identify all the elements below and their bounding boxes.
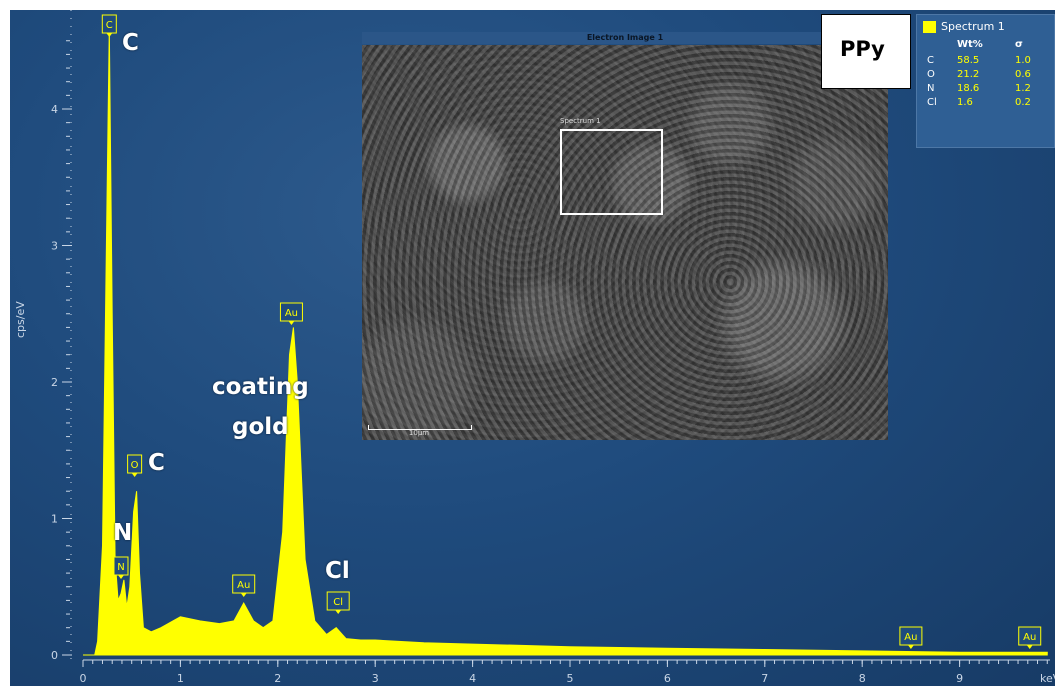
roi-label: Spectrum 1: [560, 117, 601, 125]
x-tick-label: 2: [274, 672, 281, 685]
legend-row-wt: 1.6: [957, 97, 973, 108]
peak-label-text: Au: [1023, 632, 1036, 643]
sem-texture: [362, 45, 888, 440]
legend-header-sigma: σ: [1015, 39, 1023, 50]
legend-row-element: O: [927, 69, 935, 80]
spectrum-region-box: [560, 129, 663, 215]
x-tick-label: 9: [956, 672, 963, 685]
y-tick-label: 1: [51, 513, 58, 526]
legend-row-element: N: [927, 83, 935, 94]
electron-image-inset: Electron Image 1 Spectrum 1 10μm: [362, 32, 888, 440]
peak-label-pointer: [907, 645, 914, 649]
peak-label-text: Au: [237, 580, 250, 591]
x-tick-label: 3: [372, 672, 379, 685]
x-tick-label: 5: [567, 672, 574, 685]
peak-label-text: Au: [285, 308, 298, 319]
peak-label-text: Cl: [333, 597, 343, 608]
y-tick-label: 3: [51, 240, 58, 253]
legend-series-name: Spectrum 1: [941, 20, 1005, 33]
legend-row-sigma: 0.2: [1015, 97, 1031, 108]
legend-row-sigma: 0.6: [1015, 69, 1031, 80]
peak-label-pointer: [288, 321, 295, 325]
legend-swatch: [923, 21, 936, 33]
y-axis-label: cps/eV: [14, 301, 27, 338]
annotation-coating-line1: coating: [212, 374, 309, 400]
legend-row-wt: 58.5: [957, 55, 980, 66]
sample-label: PPy: [840, 37, 885, 61]
legend-row-sigma: 1.2: [1015, 83, 1031, 94]
sample-label-box: PPy: [821, 14, 911, 89]
scale-bar: [368, 425, 472, 430]
annotation-coating-line2: gold: [232, 414, 289, 440]
x-tick-label: 7: [761, 672, 768, 685]
peak-label-text: C: [106, 20, 113, 31]
peak-label-text: N: [117, 562, 124, 573]
y-tick-label: 0: [51, 649, 58, 662]
annotation-chlorine: Cl: [325, 558, 350, 584]
annotation-carbon-secondary: C: [148, 450, 165, 476]
y-tick-label: 2: [51, 376, 58, 389]
peak-label-pointer: [117, 575, 124, 579]
scale-bar-label: 10μm: [408, 429, 430, 437]
annotation-carbon-main: C: [122, 30, 139, 56]
x-axis-label: keV: [1040, 672, 1055, 685]
peak-label-pointer: [106, 33, 113, 37]
peak-label-pointer: [240, 593, 247, 597]
x-tick-label: 4: [469, 672, 476, 685]
legend-row-element: C: [927, 55, 934, 66]
legend: Spectrum 1 Wt% σ C 58.5 1.0 O 21.2 0.6 N…: [916, 14, 1055, 148]
electron-image-title: Electron Image 1: [362, 32, 888, 44]
peak-label-pointer: [131, 473, 138, 477]
legend-row-wt: 18.6: [957, 83, 980, 94]
sem-micrograph: Spectrum 1 10μm: [362, 45, 888, 440]
legend-row-sigma: 1.0: [1015, 55, 1031, 66]
legend-header-wt: Wt%: [957, 39, 983, 50]
peak-label-pointer: [335, 610, 342, 614]
legend-row-wt: 21.2: [957, 69, 980, 80]
x-tick-label: 1: [177, 672, 184, 685]
y-tick-label: 4: [51, 103, 58, 116]
spectrum-area: [83, 27, 1048, 656]
legend-row-element: Cl: [927, 97, 937, 108]
peak-label-text: O: [131, 460, 139, 471]
annotation-nitrogen: N: [113, 520, 133, 546]
x-tick-label: 0: [80, 672, 87, 685]
peak-label-text: Au: [904, 632, 917, 643]
x-tick-label: 6: [664, 672, 671, 685]
x-tick-label: 8: [859, 672, 866, 685]
peak-label-pointer: [1026, 645, 1033, 649]
